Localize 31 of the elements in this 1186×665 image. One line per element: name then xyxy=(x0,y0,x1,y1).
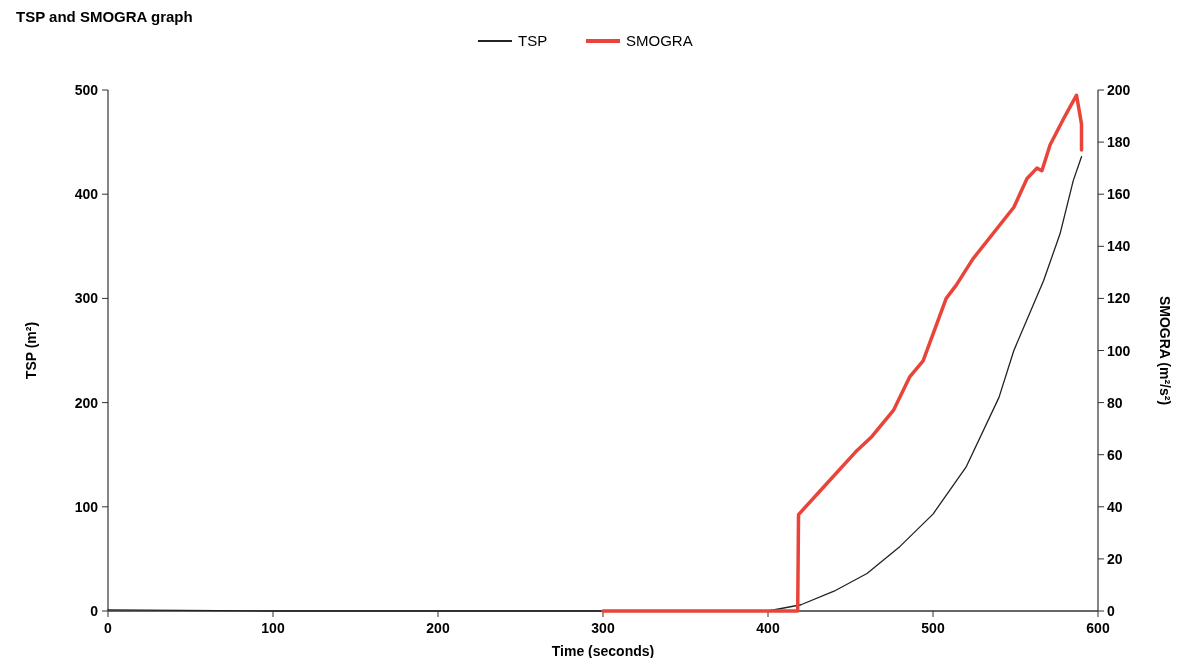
y2-tick-label: 40 xyxy=(1107,498,1123,515)
y-tick-label: 0 xyxy=(90,603,99,619)
y2-tick-label: 20 xyxy=(1107,550,1123,567)
x-tick-label: 300 xyxy=(591,620,615,636)
y-tick-label: 100 xyxy=(74,498,99,515)
x-axis-title: Time (seconds) xyxy=(551,643,655,659)
y2-tick-label: 120 xyxy=(1107,290,1131,307)
y2-tick-label: 160 xyxy=(1107,186,1131,203)
y-tick-label: 200 xyxy=(74,394,99,411)
x-tick-label: 500 xyxy=(921,620,945,636)
y-axis-title: TSP (m²) xyxy=(23,321,39,380)
legend-label: SMOGRA xyxy=(626,32,693,49)
y2-tick-label: 60 xyxy=(1107,446,1123,463)
x-tick-label: 0 xyxy=(104,620,113,636)
y2-tick-label: 80 xyxy=(1107,394,1123,411)
y-tick-label: 300 xyxy=(74,290,99,307)
chart-title: TSP and SMOGRA graph xyxy=(16,8,193,25)
legend-label: TSP xyxy=(518,32,548,49)
y2-tick-label: 100 xyxy=(1107,342,1131,359)
x-tick-label: 200 xyxy=(426,620,450,636)
y2-tick-label: 180 xyxy=(1107,134,1131,151)
x-tick-label: 600 xyxy=(1086,620,1110,636)
y2-tick-label: 0 xyxy=(1107,603,1115,619)
line-series xyxy=(601,93,1084,613)
y2-tick-label: 200 xyxy=(1107,82,1131,98)
y-tick-label: 500 xyxy=(74,82,99,98)
x-tick-label: 100 xyxy=(261,620,285,636)
y2-tick-label: 140 xyxy=(1107,238,1131,255)
y2-axis-title: SMOGRA (m²/s²) xyxy=(1157,295,1173,406)
x-tick-label: 400 xyxy=(756,620,780,636)
y-tick-label: 400 xyxy=(74,186,99,203)
